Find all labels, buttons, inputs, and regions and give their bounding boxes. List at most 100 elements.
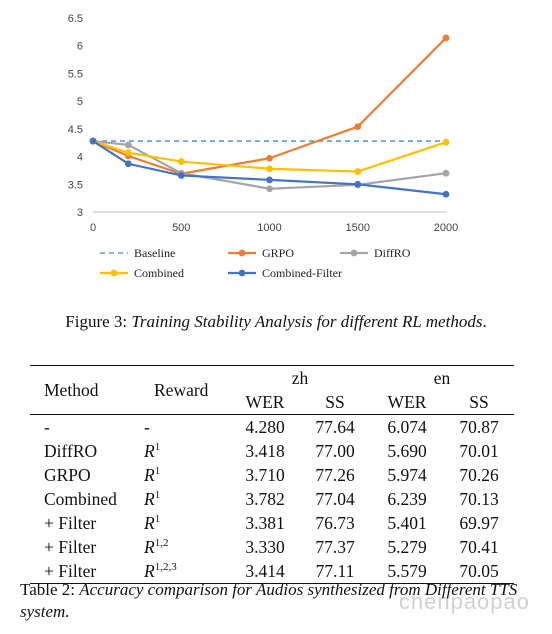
cell-zh-ss: 77.04 — [315, 488, 355, 509]
cell-method: + Filter — [44, 512, 97, 533]
figure-caption: Figure 3: Training Stability Analysis fo… — [0, 312, 552, 332]
y-tick-label: 5.5 — [68, 68, 83, 80]
table-row: + Filter R1 3.381 76.73 5.401 69.97 — [30, 511, 514, 535]
training-stability-chart: 3 3.5 4 4.5 5 5.5 6 6.5 0 500 1000 1500 2000 Baseli… — [68, 13, 459, 280]
data-point-grpo — [354, 123, 362, 131]
x-tick-labels: 0 500 1000 1500 2000 — [90, 222, 458, 234]
header-en-wer: WER — [370, 390, 444, 415]
cell-zh-wer: 3.418 — [245, 440, 285, 461]
header-method: Method — [30, 365, 140, 415]
series-line-combined — [92, 140, 447, 173]
y-tick-label: 4 — [77, 152, 83, 164]
cell-en-wer: 5.579 — [370, 559, 444, 584]
header-reward: Reward — [140, 365, 230, 415]
cell-zh-ss: 77.11 — [300, 559, 370, 584]
data-point-combined-filter — [354, 180, 362, 188]
legend-label: GRPO — [262, 246, 294, 260]
cell-method: + Filter — [44, 536, 97, 557]
cell-reward: R1,2 — [140, 535, 230, 559]
cell-en-wer: 5.690 — [387, 440, 427, 461]
results-table: Method Reward zh en WER SS WER SS - - 4.28… — [30, 365, 514, 584]
cell-en-ss: 70.26 — [459, 464, 499, 485]
watermark: chenpaopao — [398, 589, 530, 614]
figure-caption-end: . — [482, 312, 487, 331]
figure-caption-text: Training Stability Analysis for differen… — [131, 312, 483, 331]
cell-reward: R1 — [140, 511, 230, 535]
data-point-combined-filter — [266, 176, 273, 184]
cell-method: + Filter — [30, 559, 140, 584]
y-tick-label: 4.5 — [68, 124, 83, 136]
data-point-combined-filter — [89, 137, 97, 145]
data-point-combined-filter — [124, 160, 132, 168]
legend-marker — [238, 269, 246, 277]
table-row: + Filter R1,2,3 3.414 77.11 5.579 70.05 — [30, 559, 514, 584]
table-row: Combined R1 3.782 77.04 6.239 70.13 — [30, 487, 514, 511]
cell-reward: - — [140, 415, 230, 440]
figure-caption-label: Figure 3: — [65, 312, 128, 331]
chart-series — [89, 34, 450, 198]
header-en-ss: SS — [444, 390, 514, 415]
data-point-combined — [124, 149, 132, 157]
cell-en-wer: 5.401 — [387, 512, 427, 533]
chart-legend: Baseline GRPO DiffRO Combined Combined-Filte… — [100, 246, 411, 280]
y-tick-label: 3.5 — [68, 179, 83, 191]
x-tick-label: 1500 — [346, 222, 370, 234]
cell-en-ss: 70.41 — [459, 536, 499, 557]
y-tick-label: 6 — [77, 41, 83, 53]
y-tick-label: 5 — [77, 96, 83, 108]
series-line-diffro — [92, 139, 447, 190]
legend-label: Combined-Filter — [262, 266, 342, 280]
legend-marker — [238, 249, 246, 257]
legend-label: Baseline — [134, 246, 175, 260]
cell-zh-wer: 3.414 — [230, 559, 300, 584]
table-body: - -4.280 77.64 6.074 70.87 DiffRO R1 3.418 77.00… — [30, 415, 514, 584]
reward-superscript: 1,2 — [154, 536, 169, 549]
header-zh: zh — [291, 367, 309, 388]
reward-symbol: R — [144, 536, 155, 557]
x-tick-label: 2000 — [434, 222, 458, 234]
table-caption-label: Table 2: — [20, 580, 75, 599]
cell-zh-ss: 77.64 — [315, 416, 355, 437]
data-point-diffro — [442, 169, 450, 177]
data-point-combined-filter — [177, 172, 185, 179]
x-tick-label: 0 — [90, 222, 96, 234]
data-point-diffro — [266, 185, 273, 193]
cell-reward: R1,2,3 — [140, 559, 230, 584]
data-point-combined — [442, 138, 450, 146]
x-tick-label: 1000 — [257, 222, 281, 234]
data-point-combined — [266, 165, 273, 173]
y-tick-label: 6.5 — [68, 13, 83, 25]
reward-superscript: 1 — [154, 440, 161, 453]
y-tick-labels: 3 3.5 4 4.5 5 5.5 6 6.5 — [68, 13, 83, 219]
table-row: - - 4.280 77.64 6.074 70.87 — [30, 415, 514, 440]
legend-label: DiffRO — [374, 246, 411, 260]
cell-method: GRPO — [44, 464, 91, 485]
cell-zh-wer: 3.782 — [245, 488, 285, 509]
reward-symbol: R — [144, 560, 155, 581]
reward-symbol: R — [144, 464, 155, 485]
cell-zh-ss: 77.37 — [315, 536, 355, 557]
reward-symbol: R — [144, 512, 155, 533]
cell-en-wer: 5.974 — [387, 464, 427, 485]
cell-en-wer: 6.074 — [387, 416, 427, 437]
cell-zh-ss: 77.00 — [315, 440, 355, 461]
x-tick-label: 500 — [172, 222, 190, 234]
cell-zh-wer: 3.381 — [245, 512, 285, 533]
reward-symbol: R — [144, 440, 155, 461]
cell-method: Combined — [44, 488, 117, 509]
reward-superscript: 1 — [154, 512, 161, 525]
cell-zh-wer: 3.330 — [245, 536, 285, 557]
table-row: GRPO R1 3.710 77.26 5.974 70.26 — [30, 463, 514, 487]
header-zh-wer: WER — [230, 390, 300, 415]
cell-en-wer: 6.239 — [387, 488, 427, 509]
reward-symbol: - — [144, 416, 150, 437]
cell-zh-wer: 3.710 — [245, 464, 285, 485]
data-point-grpo — [442, 34, 450, 42]
cell-zh-wer: 4.280 — [245, 416, 285, 437]
legend-label: Combined — [134, 266, 184, 280]
cell-en-ss: 69.97 — [459, 512, 499, 533]
reward-superscript: 1 — [154, 488, 161, 501]
cell-reward: R1 — [140, 439, 230, 463]
header-en: en — [433, 367, 451, 388]
cell-en-wer: 5.279 — [387, 536, 427, 557]
